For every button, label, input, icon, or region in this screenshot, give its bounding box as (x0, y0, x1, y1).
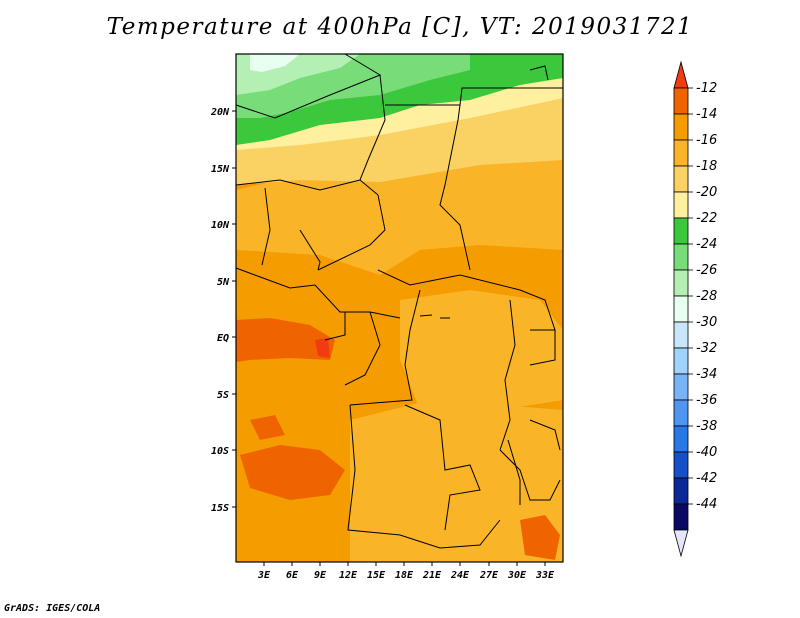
colorbar-swatch (673, 373, 689, 401)
lon-tick-label: 24E (450, 570, 470, 581)
lat-tick-label: 20N (210, 107, 230, 118)
country-borders (235, 53, 563, 549)
lon-tick-label: 30E (507, 570, 527, 581)
colorbar-swatch (673, 139, 689, 167)
credit-label: GrADS: IGES/COLA (4, 603, 101, 614)
colorbar: -12 -14 -16 -18 -20 -22 -24 -26 -28 -30 -32 -34 -36 -… (673, 60, 717, 558)
colorbar-swatch (673, 217, 689, 245)
lon-tick-label: 12E (339, 570, 358, 581)
colorbar-label: -16 (696, 133, 717, 148)
colorbar-label: -36 (696, 393, 717, 408)
colorbar-swatch (673, 269, 689, 297)
colorbar-swatch (673, 503, 689, 531)
colorbar-label: -22 (696, 211, 717, 226)
lon-tick-label: 3E (257, 570, 271, 581)
latitude-axis: 20N 15N 10N 5N EQ 5S 10S 15S (210, 107, 236, 514)
colorbar-swatch (673, 477, 689, 505)
lon-tick-label: 15E (367, 570, 386, 581)
colorbar-label: -12 (696, 81, 717, 96)
lon-tick-label: 33E (535, 570, 555, 581)
lat-tick-label: EQ (217, 333, 229, 344)
colorbar-label: -44 (696, 497, 717, 512)
colorbar-bottom-triangle (673, 529, 689, 558)
colorbar-swatch (673, 243, 689, 271)
colorbar-label: -26 (696, 263, 717, 278)
longitude-axis: 3E 6E 9E 12E 15E 18E 21E 24E 27E 30E 33E (257, 562, 555, 581)
lon-tick-label: 21E (422, 570, 442, 581)
colorbar-swatch (673, 295, 689, 323)
colorbar-swatch (673, 399, 689, 427)
colorbar-label: -24 (696, 237, 717, 252)
lat-tick-label: 15S (211, 503, 229, 514)
lon-tick-label: 27E (479, 570, 499, 581)
colorbar-label: -32 (696, 341, 717, 356)
colorbar-swatch (673, 347, 689, 375)
colorbar-label: -20 (696, 185, 717, 200)
map-frame (235, 53, 564, 563)
colorbar-label: -34 (696, 367, 717, 382)
lat-tick-label: 10S (211, 446, 229, 457)
lon-tick-label: 18E (395, 570, 414, 581)
lat-tick-label: 5S (217, 390, 229, 401)
colorbar-swatch (673, 165, 689, 193)
lat-tick-label: 5N (217, 277, 230, 288)
colorbar-label: -40 (696, 445, 717, 460)
colorbar-label: -38 (696, 419, 717, 434)
colorbar-top-triangle (673, 60, 689, 89)
colorbar-label: -42 (696, 471, 717, 486)
colorbar-swatch (673, 451, 689, 479)
lat-tick-label: 10N (211, 220, 230, 231)
colorbar-swatch (673, 87, 689, 115)
colorbar-swatch (673, 321, 689, 349)
colorbar-swatch (673, 425, 689, 453)
colorbar-label: -18 (696, 159, 717, 174)
lat-tick-label: 15N (211, 164, 230, 175)
colorbar-swatch (673, 113, 689, 141)
chart-title: Temperature at 400hPa [C], VT: 201903172… (106, 14, 694, 40)
colorbar-label: -14 (696, 107, 717, 122)
temperature-field (236, 54, 563, 562)
colorbar-swatch (673, 191, 689, 219)
colorbar-label: -28 (696, 289, 717, 304)
lon-tick-label: 6E (286, 570, 299, 581)
colorbar-label: -30 (696, 315, 717, 330)
lon-tick-label: 9E (314, 570, 327, 581)
